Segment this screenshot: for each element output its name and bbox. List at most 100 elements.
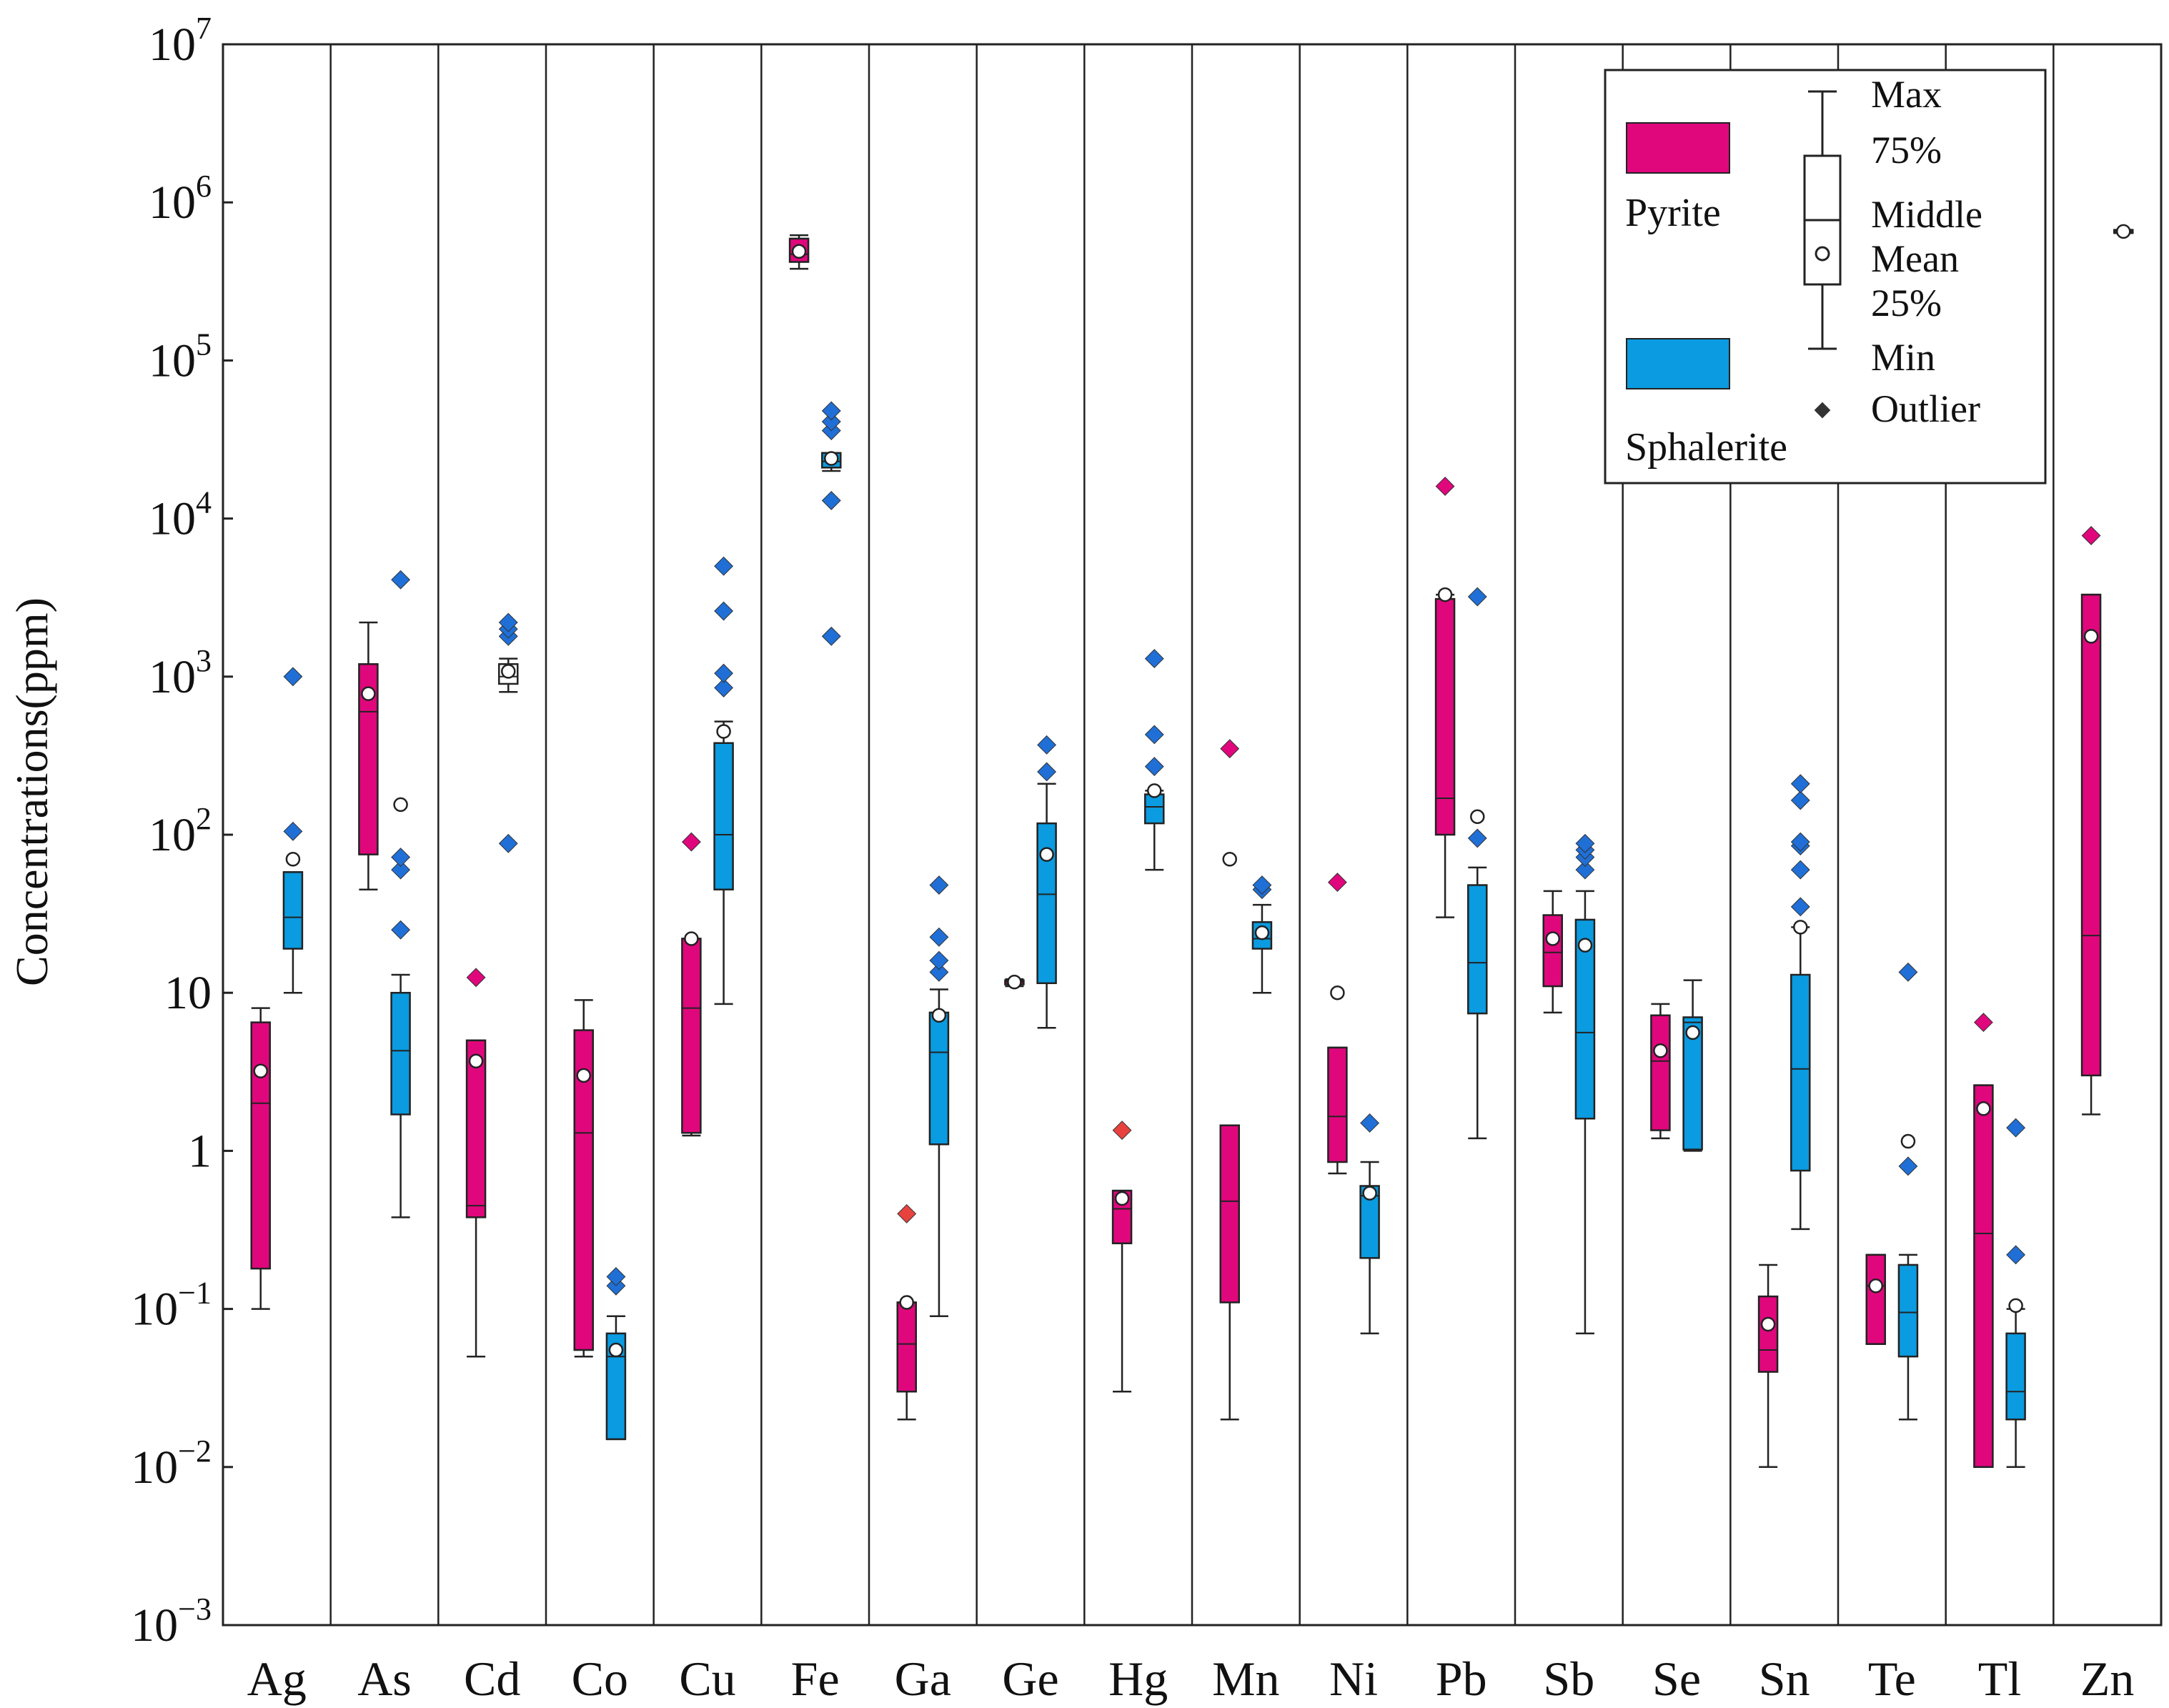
box-iqr [928,1011,950,1146]
outlier-point [391,920,411,940]
box-iqr [1219,1124,1240,1304]
box-pyrite-zn [2080,526,2102,1116]
y-tick-label: 10−2 [131,1434,212,1494]
mean-point [2116,224,2131,239]
x-tick-label: Zn [2080,1652,2135,1706]
mean-point [1007,974,1022,990]
y-axis-label: Concentrations(ppm) [6,597,57,986]
box-iqr [1790,973,1811,1172]
box-sphalerite-cd [498,612,519,853]
mean-point [1254,925,1270,940]
box-pyrite-pb [1434,477,1456,918]
mean-point [899,1295,914,1310]
box-pyrite-hg [1111,1121,1133,1393]
outlier-point [821,412,841,432]
y-tick-label: 102 [149,801,212,861]
x-tick-label: Hg [1108,1652,1168,1706]
legend-min: Min [1871,336,1935,379]
box-iqr [1467,884,1488,1015]
boxes [250,224,2134,1469]
box-iqr [390,991,411,1116]
outlier-point [1435,477,1455,496]
outlier-point [1790,774,1810,794]
y-tick-label: 103 [149,643,212,703]
y-tick-label: 107 [149,11,212,71]
outlier-point [1037,735,1057,755]
legend-middle: Middle [1871,193,1982,236]
box-pyrite-ge [1004,974,1025,990]
box-sphalerite-ga [928,875,950,1317]
outlier-point [283,667,303,687]
mean-point [501,664,516,679]
x-tick-label: Fe [791,1652,840,1706]
outlier-point [929,927,949,947]
y-tick-label: 10−3 [131,1592,212,1652]
box-sphalerite-ge [1036,735,1057,1029]
box-iqr [1327,1046,1348,1163]
box-sphalerite-te [1897,962,1919,1421]
legend-label-sphalerite: Sphalerite [1625,425,1787,470]
y-tick-label: 105 [149,327,212,387]
box-pyrite-sb [1542,890,1563,1014]
box-sphalerite-co [605,1267,627,1441]
outlier-point [1790,897,1810,917]
box-sphalerite-zn [2113,224,2134,239]
outlier-point [1898,1156,1918,1176]
legend-box-glyph [1803,90,1842,419]
x-tick-label: Pb [1436,1652,1487,1706]
outlier-point [1327,873,1347,893]
mean-point [824,451,839,466]
mean-point [1437,587,1453,602]
y-tick-label: 104 [149,485,212,545]
outlier-point [466,968,486,988]
x-tick-label: Te [1868,1652,1916,1706]
outlier-point [714,663,734,683]
box-sphalerite-cu [713,556,734,1006]
column-dividers [329,44,2055,1625]
legend: Pyrite Sphalerite Max 75% Middle Mean 25… [1604,69,2047,485]
outlier-point [2006,1118,2026,1138]
outlier-point [897,1203,917,1223]
x-axis-labels: Ag As Cd Co Cu Fe Ga Ge Hg Mn Ni Pb Sb Se Sn Te Tl Zn [247,1652,2135,1706]
mean-point [576,1068,591,1083]
box-iqr [681,938,702,1134]
box-iqr [1897,1263,1919,1358]
mean-point [1545,931,1560,946]
outlier-point [1790,832,1810,852]
x-tick-label: Cu [679,1652,735,1706]
legend-swatch-pyrite [1626,122,1730,174]
x-tick-label: Tl [1978,1652,2021,1706]
box-pyrite-ag [250,1007,271,1310]
outlier-point [1790,790,1810,810]
mean-point [1362,1186,1377,1201]
box-iqr [1542,914,1563,988]
box-sphalerite-ni [1359,1113,1380,1335]
outlier-point [1790,860,1810,880]
outlier-point [391,860,411,880]
box-iqr [1865,1253,1886,1345]
legend-q1: 25% [1871,282,1942,324]
outlier-point [2081,526,2101,545]
y-tick-label: 106 [149,169,212,229]
outlier-point [283,821,303,841]
legend-swatch-sphalerite [1626,338,1730,389]
mean-point [1760,1316,1776,1332]
outlier-point [1898,962,1918,982]
legend-q3: 75% [1871,129,1942,172]
mean-point [1900,1133,1916,1149]
outlier-point [821,626,841,646]
x-tick-label: Cd [464,1652,520,1706]
x-tick-label: Sb [1543,1652,1594,1706]
box-pyrite-sn [1757,1263,1779,1469]
box-pyrite-as [358,621,379,890]
box-iqr [282,871,304,950]
mean-point [468,1053,484,1068]
box-sphalerite-pb [1467,587,1488,1140]
x-tick-label: Se [1652,1652,1701,1706]
y-tick-label: 10 [164,967,212,1019]
legend-mean: Mean [1871,237,1959,280]
box-sphalerite-fe [821,401,842,646]
mean-point [1222,852,1237,867]
box-pyrite-co [573,999,594,1358]
